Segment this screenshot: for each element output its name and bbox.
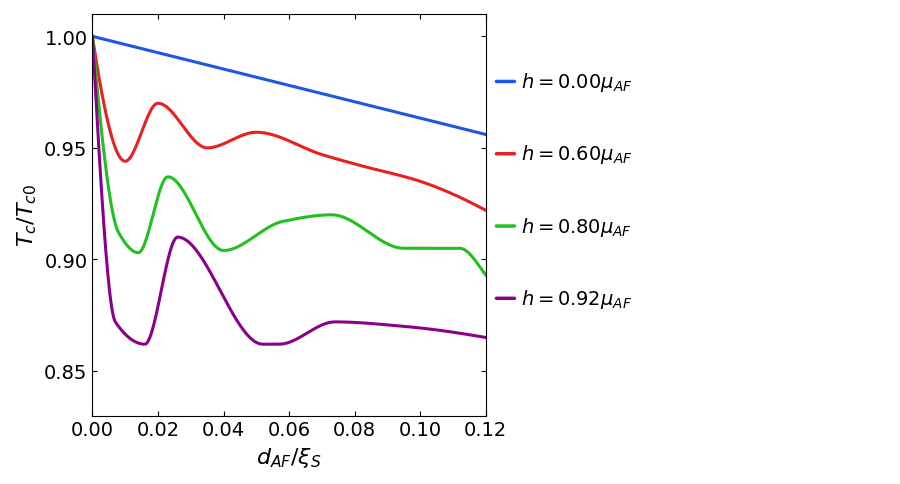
Text: $h = 0.60\mu_{AF}$: $h = 0.60\mu_{AF}$ bbox=[521, 143, 633, 166]
Text: $h = 0.00\mu_{AF}$: $h = 0.00\mu_{AF}$ bbox=[521, 71, 633, 94]
Text: $h = 0.92\mu_{AF}$: $h = 0.92\mu_{AF}$ bbox=[521, 287, 633, 310]
Y-axis label: $T_c/T_{c0}$: $T_c/T_{c0}$ bbox=[15, 184, 39, 247]
Text: $h = 0.80\mu_{AF}$: $h = 0.80\mu_{AF}$ bbox=[521, 215, 632, 238]
X-axis label: $d_{AF}/\xi_S$: $d_{AF}/\xi_S$ bbox=[256, 445, 322, 469]
